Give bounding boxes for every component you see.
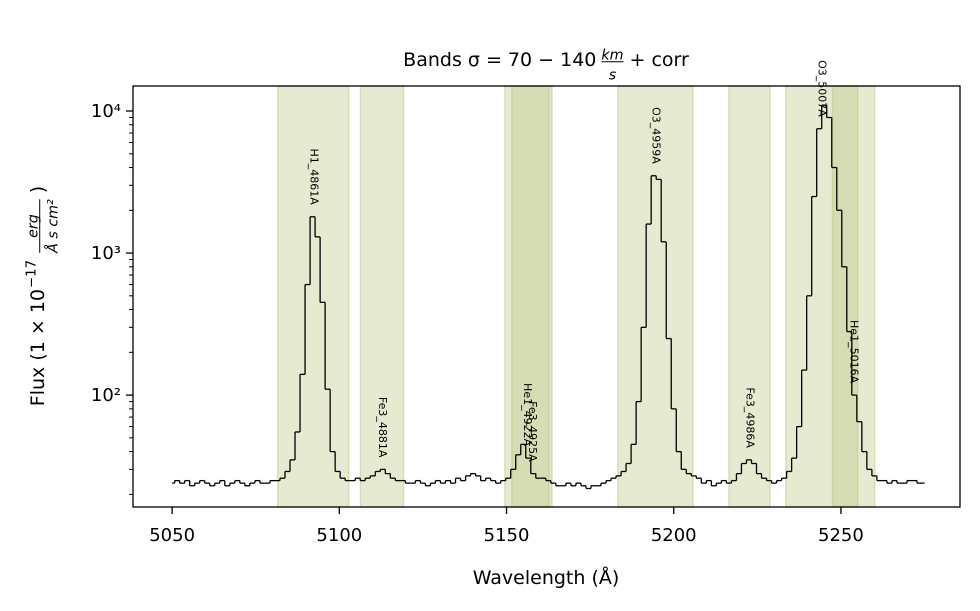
label-denominator: s <box>609 68 617 84</box>
y-tick-label: 10³ <box>91 243 121 264</box>
band-label: Fe3_4986A <box>743 387 756 448</box>
label-denominator: Å s cm² <box>45 199 62 254</box>
plot-frame <box>132 85 961 508</box>
y-tick-label: 10⁴ <box>91 101 121 122</box>
label-text: Flux (1 × 10 <box>27 289 49 406</box>
band <box>617 85 694 508</box>
composed-label: Bands σ = 70 − 140 km s + corr <box>403 48 689 84</box>
label-exponent: −17 <box>24 260 39 288</box>
x-tick-label: 5100 <box>316 525 362 546</box>
label-numerator: km <box>601 48 623 64</box>
composed-inner: Flux (1 × 10−17 erg Å s cm²) <box>24 186 61 406</box>
band <box>728 85 771 508</box>
band-label: H1_4861A <box>307 148 320 205</box>
x-axis-label: Wavelength (Å) <box>473 566 620 589</box>
label-text: Bands σ = 70 − 140 <box>403 49 596 71</box>
band <box>831 85 876 508</box>
x-tick-label: 5050 <box>149 525 195 546</box>
composed-label: Flux (1 × 10−17 erg Å s cm²) <box>24 186 61 406</box>
band-label: O3_5007A <box>816 60 829 117</box>
label-text: ) <box>27 186 49 193</box>
band <box>511 85 553 508</box>
label-text: + corr <box>630 49 690 71</box>
label-numerator: erg <box>26 214 42 238</box>
x-tick-label: 5250 <box>818 525 864 546</box>
band <box>277 85 350 508</box>
x-tick-label: 5150 <box>484 525 530 546</box>
band-label: He1_4922A <box>521 383 534 447</box>
y-tick-label: 10² <box>91 385 121 406</box>
band <box>359 85 405 508</box>
composed-inner: Bands σ = 70 − 140 km s + corr <box>403 48 689 84</box>
band-label: O3_4959A <box>649 107 662 164</box>
band-label: He1_5016A <box>848 320 861 384</box>
band-label: Fe3_4925A <box>526 401 539 462</box>
band-label: Fe3_4881A <box>376 397 389 458</box>
x-tick-label: 5200 <box>651 525 697 546</box>
